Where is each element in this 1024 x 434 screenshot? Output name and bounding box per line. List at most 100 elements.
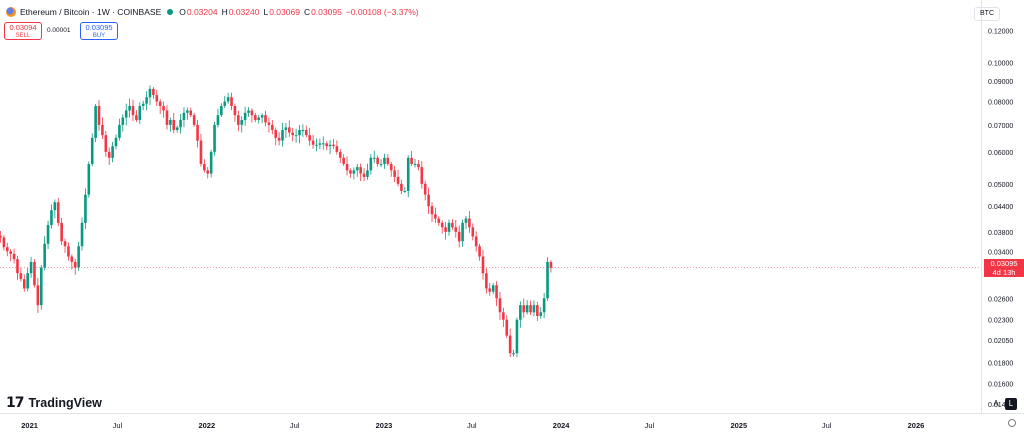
candle-body (355, 167, 359, 171)
candle-body (366, 170, 369, 177)
candle-body (36, 285, 40, 306)
candle-body (529, 305, 532, 313)
candle-body (417, 163, 420, 168)
candle-body (502, 312, 505, 320)
candle-body (508, 335, 512, 354)
candle-body (349, 170, 352, 174)
candle-body (321, 143, 325, 145)
currency-button[interactable]: BTC (974, 7, 1000, 21)
candle-body (175, 127, 179, 130)
candle-body (223, 101, 227, 106)
candle-body (325, 143, 328, 147)
candle-body (230, 97, 233, 106)
candle-body (182, 112, 186, 120)
y-tick-label: 0.03400 (988, 249, 1013, 256)
x-tick-label: Jul (645, 421, 655, 430)
candle-body (5, 247, 9, 252)
candle-body (536, 305, 539, 316)
symbol-title[interactable]: Ethereum / Bitcoin · 1W · COINBASE (20, 7, 162, 17)
y-tick-label: 0.06000 (988, 150, 1013, 157)
x-tick-label: 2022 (198, 421, 215, 430)
candle-body (488, 288, 492, 292)
candle-body (165, 110, 169, 125)
candle-body (444, 227, 447, 232)
candle-body (525, 305, 529, 313)
candle-body (203, 163, 206, 171)
candle-body (254, 115, 257, 120)
candle-body (67, 246, 70, 257)
eth-btc-logo-icon (6, 7, 16, 17)
candle-body (70, 256, 74, 262)
buy-button[interactable]: 0.03095 BUY (80, 22, 118, 40)
last-price-tag: 0.03095 4d 13h (984, 258, 1024, 277)
candle-body (461, 222, 464, 242)
ohlc-low: L0.03069 (263, 7, 300, 17)
candle-body (104, 135, 108, 152)
candle-body (43, 243, 46, 268)
candle-body (376, 157, 379, 164)
candle-body (342, 157, 345, 164)
candle-body (468, 218, 471, 228)
candle-body (332, 144, 335, 147)
candle-body (148, 88, 152, 98)
x-tick-label: Jul (290, 421, 300, 430)
auto-scale-button[interactable]: A (993, 399, 999, 408)
sell-button[interactable]: 0.03094 SELL (4, 22, 42, 40)
candle-body (22, 279, 26, 289)
candle-body (60, 222, 63, 242)
candle-body (240, 119, 244, 125)
candle-body (515, 319, 519, 354)
y-tick-label: 0.02300 (988, 318, 1013, 325)
candle-body (90, 137, 94, 164)
symbol-header: Ethereum / Bitcoin · 1W · COINBASE O0.03… (6, 4, 419, 20)
candle-body (26, 273, 29, 289)
candle-body (457, 231, 461, 242)
candle-body (33, 261, 36, 286)
candle-body (403, 190, 407, 192)
y-tick-label: 0.10000 (988, 60, 1013, 67)
candle-body (2, 237, 6, 248)
candle-body (318, 143, 322, 145)
candle-body (386, 157, 390, 164)
candle-body (495, 285, 498, 299)
candle-body (406, 157, 410, 191)
candle-body (128, 105, 131, 111)
candle-body (152, 88, 155, 96)
candle-body (46, 225, 50, 244)
candle-body (294, 135, 298, 137)
candle-body (84, 194, 87, 223)
candle-body (410, 157, 413, 164)
candle-body (267, 122, 271, 125)
tradingview-logo[interactable]: 17 TradingView (6, 395, 102, 411)
candle-body (145, 97, 148, 104)
ohlc-open: O0.03204 (179, 7, 218, 17)
candle-body (434, 214, 437, 219)
y-tick-label: 0.05000 (988, 182, 1013, 189)
log-scale-button[interactable]: L (1005, 398, 1017, 410)
candle-body (549, 261, 553, 268)
candle-body (362, 173, 366, 177)
y-tick-label: 0.12000 (988, 29, 1013, 36)
candle-body (226, 97, 230, 102)
candle-body (400, 183, 403, 191)
last-price-value: 0.03095 (990, 258, 1018, 268)
candle-body (97, 105, 101, 125)
x-tick-label: 2023 (376, 421, 393, 430)
candle-body (243, 112, 247, 120)
candle-body (257, 117, 261, 120)
candle-body (485, 273, 488, 289)
bar-countdown: 4d 13h (992, 267, 1016, 277)
candle-body (505, 319, 509, 336)
candle-body (80, 222, 84, 247)
candle-body (379, 163, 383, 165)
candle-body (250, 110, 254, 116)
candle-body (50, 210, 53, 226)
y-tick-label: 0.09000 (988, 79, 1013, 86)
candle-body (56, 202, 60, 223)
candle-body (440, 222, 444, 228)
candle-body (192, 115, 196, 125)
gear-icon[interactable] (1008, 419, 1016, 427)
candle-body (478, 246, 481, 257)
candle-body (158, 101, 162, 106)
